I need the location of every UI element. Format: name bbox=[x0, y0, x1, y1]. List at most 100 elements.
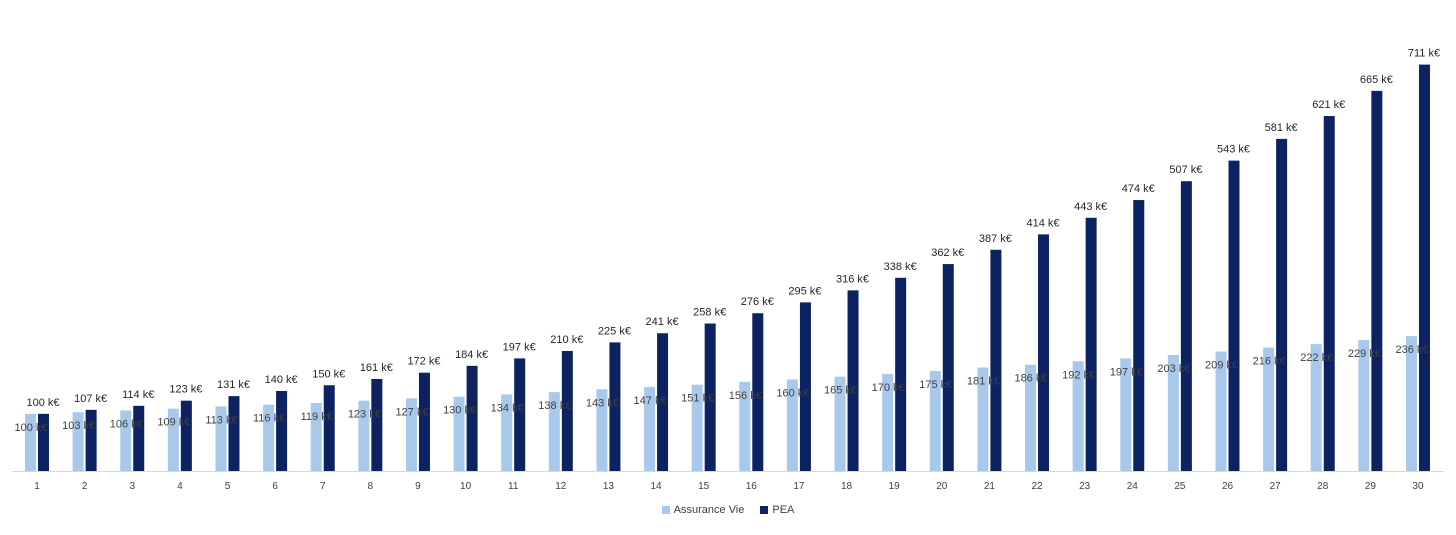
data-label-pea: 114 k€ bbox=[122, 389, 154, 401]
bar-pea bbox=[990, 249, 1002, 471]
x-tick-label: 29 bbox=[1365, 481, 1377, 492]
x-tick-label: 17 bbox=[793, 481, 805, 492]
bar-pea bbox=[133, 405, 145, 471]
data-label-pea: 197 k€ bbox=[503, 341, 536, 353]
x-tick-label: 1 bbox=[34, 481, 40, 492]
data-label-pea: 131 k€ bbox=[217, 379, 250, 391]
x-axis-tick-labels: 1 2 3 4 5 6 7 8 9 10 11 12 13 14 15 16 17 18 19 20 21 22 23 24 2… bbox=[34, 481, 1424, 492]
bar-pea bbox=[1085, 217, 1097, 471]
data-label-pea: 123 k€ bbox=[169, 384, 202, 396]
x-tick-label: 8 bbox=[368, 481, 374, 492]
bar-pea bbox=[1323, 116, 1335, 471]
x-tick-label: 13 bbox=[603, 481, 615, 492]
bar-assurance-vie bbox=[977, 367, 989, 471]
bar-assurance-vie bbox=[786, 379, 798, 471]
x-tick-label: 22 bbox=[1031, 481, 1043, 492]
bar-assurance-vie bbox=[691, 384, 703, 471]
bar-pea bbox=[1180, 181, 1192, 472]
x-tick-label: 26 bbox=[1222, 481, 1234, 492]
bar-assurance-vie bbox=[310, 402, 322, 471]
bar-assurance-vie bbox=[1120, 358, 1132, 471]
data-label-pea: 665 k€ bbox=[1360, 74, 1393, 86]
x-tick-label: 30 bbox=[1412, 481, 1424, 492]
bar-assurance-vie bbox=[1025, 364, 1037, 471]
data-label-assurance-vie: 160 k€ bbox=[776, 388, 809, 400]
bar-assurance-vie bbox=[263, 404, 275, 471]
data-label-assurance-vie: 119 k€ bbox=[301, 411, 333, 423]
data-label-assurance-vie: 106 k€ bbox=[110, 418, 143, 430]
legend-item-pea: PEA bbox=[760, 504, 794, 516]
data-label-assurance-vie: 116 k€ bbox=[253, 413, 285, 425]
x-tick-label: 2 bbox=[82, 481, 88, 492]
x-tick-label: 18 bbox=[841, 481, 853, 492]
bar-pea bbox=[1371, 90, 1383, 472]
x-tick-label: 20 bbox=[936, 481, 948, 492]
x-tick-label: 14 bbox=[650, 481, 662, 492]
bar-assurance-vie bbox=[358, 400, 370, 471]
data-label-assurance-vie: 130 k€ bbox=[443, 405, 476, 417]
data-label-assurance-vie: 151 k€ bbox=[681, 393, 714, 405]
bar-pea bbox=[466, 365, 478, 471]
data-label-pea: 543 k€ bbox=[1217, 144, 1250, 156]
data-label-assurance-vie: 109 k€ bbox=[157, 417, 190, 429]
data-label-pea: 241 k€ bbox=[646, 316, 679, 328]
series-assurance-vie bbox=[25, 336, 1417, 471]
data-label-pea: 414 k€ bbox=[1027, 217, 1060, 229]
x-tick-label: 9 bbox=[415, 481, 421, 492]
bar-pea bbox=[371, 378, 383, 471]
bar-pea bbox=[276, 390, 288, 471]
bar-pea bbox=[38, 413, 49, 471]
bar-assurance-vie bbox=[1405, 336, 1417, 471]
data-label-assurance-vie: 156 k€ bbox=[729, 390, 762, 402]
data-label-assurance-vie: 222 k€ bbox=[1300, 352, 1333, 364]
bar-assurance-vie bbox=[120, 410, 132, 471]
bar-assurance-vie bbox=[1215, 351, 1227, 471]
data-label-pea: 150 k€ bbox=[312, 368, 345, 380]
data-label-pea: 225 k€ bbox=[598, 325, 631, 337]
bar-pea bbox=[609, 342, 621, 471]
series-pea bbox=[38, 64, 1430, 472]
data-label-assurance-vie: 100 k€ bbox=[14, 422, 47, 434]
bar-pea bbox=[1276, 138, 1288, 472]
bar-pea bbox=[847, 290, 859, 471]
data-label-assurance-vie: 123 k€ bbox=[348, 409, 381, 421]
bar-pea bbox=[418, 372, 430, 471]
bar-assurance-vie bbox=[882, 373, 894, 471]
data-label-assurance-vie: 209 k€ bbox=[1205, 360, 1238, 372]
bar-assurance-vie bbox=[596, 389, 608, 471]
data-labels-assurance-vie: 100 k€ 103 k€ 106 k€ 109 k€ 113 k€ 116 k€ 119 … bbox=[14, 344, 1428, 434]
x-tick-label: 12 bbox=[555, 481, 567, 492]
bar-pea bbox=[1228, 160, 1240, 471]
data-label-assurance-vie: 216 k€ bbox=[1253, 356, 1286, 368]
data-label-pea: 172 k€ bbox=[407, 356, 440, 368]
data-label-assurance-vie: 186 k€ bbox=[1015, 373, 1048, 385]
bar-assurance-vie bbox=[929, 370, 941, 471]
data-labels-pea: 100 k€ 107 k€ 114 k€ 123 k€ 131 k€ 140 k€ 150 … bbox=[26, 48, 1440, 409]
bar-assurance-vie bbox=[215, 406, 227, 471]
bar-pea bbox=[799, 302, 811, 471]
bar-assurance-vie bbox=[405, 398, 417, 471]
data-label-pea: 258 k€ bbox=[693, 307, 726, 319]
x-tick-label: 6 bbox=[272, 481, 278, 492]
data-label-assurance-vie: 192 k€ bbox=[1062, 369, 1095, 381]
bar-assurance-vie bbox=[1263, 347, 1275, 471]
x-tick-label: 24 bbox=[1127, 481, 1139, 492]
data-label-assurance-vie: 229 k€ bbox=[1348, 348, 1381, 360]
x-tick-label: 28 bbox=[1317, 481, 1329, 492]
data-label-pea: 140 k€ bbox=[265, 374, 298, 386]
bar-assurance-vie bbox=[644, 386, 656, 471]
bar-pea bbox=[1038, 234, 1050, 471]
bar-pea bbox=[704, 323, 716, 471]
data-label-assurance-vie: 170 k€ bbox=[872, 382, 905, 394]
legend: Assurance Vie PEA bbox=[0, 500, 1456, 520]
data-label-assurance-vie: 134 k€ bbox=[491, 402, 524, 414]
bar-pea bbox=[180, 400, 192, 471]
x-tick-label: 4 bbox=[177, 481, 183, 492]
data-label-pea: 100 k€ bbox=[26, 397, 59, 409]
data-label-pea: 107 k€ bbox=[74, 393, 107, 405]
data-label-assurance-vie: 103 k€ bbox=[62, 420, 95, 432]
data-label-pea: 443 k€ bbox=[1074, 201, 1107, 213]
x-tick-label: 7 bbox=[320, 481, 326, 492]
bar-assurance-vie bbox=[453, 396, 465, 471]
